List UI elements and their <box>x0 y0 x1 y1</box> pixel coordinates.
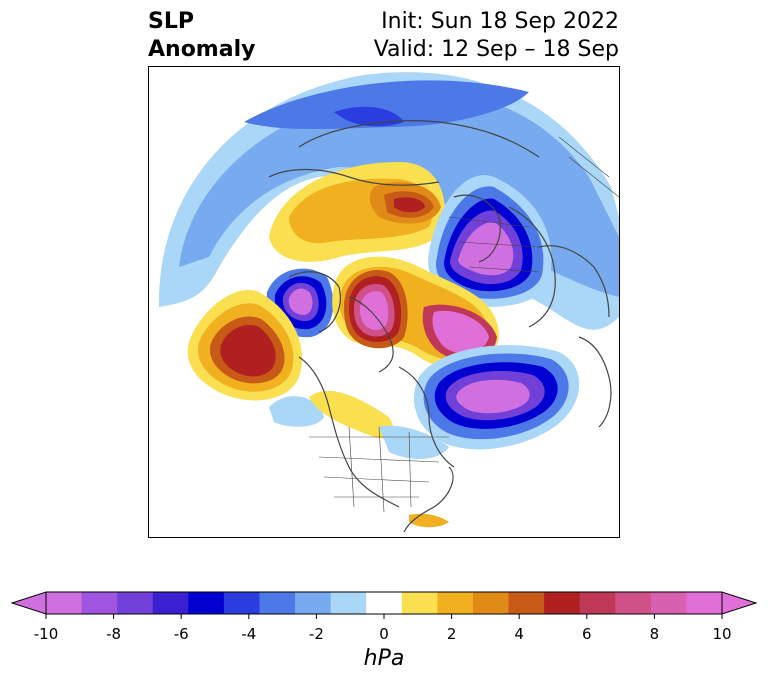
colorbar-ticks <box>45 614 723 619</box>
colorbar-segment <box>152 592 189 614</box>
colorbar-min-extension <box>10 591 47 615</box>
colorbar-segment <box>472 592 510 614</box>
map-panel <box>148 66 620 538</box>
colorbar-segment <box>401 592 438 614</box>
colorbar-segment <box>686 592 723 614</box>
colorbar-tick-label: 8 <box>649 625 660 643</box>
colorbar <box>10 591 758 619</box>
positive-anomaly-siberia <box>269 162 446 262</box>
title-left: SLP Anomaly <box>148 8 255 64</box>
colorbar-max-extension <box>721 591 758 615</box>
colorbar-tick-label: 4 <box>514 625 524 643</box>
valid-range: Valid: 12 Sep – 18 Sep <box>373 37 619 62</box>
colorbar-segment <box>295 592 332 614</box>
colorbar-tick-label: -10 <box>33 625 59 643</box>
borders <box>309 136 619 513</box>
colorbar-unit: hPa <box>363 646 405 671</box>
colorbar-tick-label: 0 <box>379 625 389 643</box>
colorbar-segment <box>259 592 296 614</box>
colorbar-tick-label: 2 <box>446 625 457 643</box>
colorbar-segment <box>366 592 403 614</box>
anomaly-map <box>149 72 619 533</box>
positive-anomaly-pacific <box>187 290 303 401</box>
colorbar-tick-label: -8 <box>106 625 122 643</box>
colorbar-tick-label: -4 <box>241 625 257 643</box>
colorbar-segment <box>437 592 474 614</box>
colorbar-segment <box>330 592 367 614</box>
coastlines <box>268 120 612 533</box>
minor-anomalies-north-america <box>269 390 449 528</box>
colorbar-tick-label: 10 <box>712 625 732 643</box>
map-blank-edge <box>149 282 153 322</box>
colorbar-segment <box>223 592 260 614</box>
title-anomaly: Anomaly <box>148 37 256 62</box>
colorbar-segment <box>46 592 83 614</box>
colorbar-tick-label: -2 <box>308 625 324 643</box>
colorbar-segment <box>81 592 118 614</box>
colorbar-segment <box>650 592 687 614</box>
colorbar-tick-label: -6 <box>173 625 189 643</box>
colorbar-segment <box>508 592 545 614</box>
colorbar-segment <box>615 592 652 614</box>
colorbar-segment <box>117 592 154 614</box>
colorbar-segment <box>579 592 616 614</box>
title-variable: SLP <box>148 9 194 34</box>
colorbar-segment <box>188 592 225 614</box>
colorbar-tick-label: 6 <box>582 625 592 643</box>
title-right: Init: Sun 18 Sep 2022 Valid: 12 Sep – 18… <box>374 8 619 64</box>
init-date: Init: Sun 18 Sep 2022 <box>381 9 619 34</box>
colorbar-segment <box>544 592 581 614</box>
positive-anomaly-arctic <box>332 256 499 369</box>
negative-anomaly-atlantic <box>414 345 580 450</box>
colorbar-segments <box>46 592 723 614</box>
